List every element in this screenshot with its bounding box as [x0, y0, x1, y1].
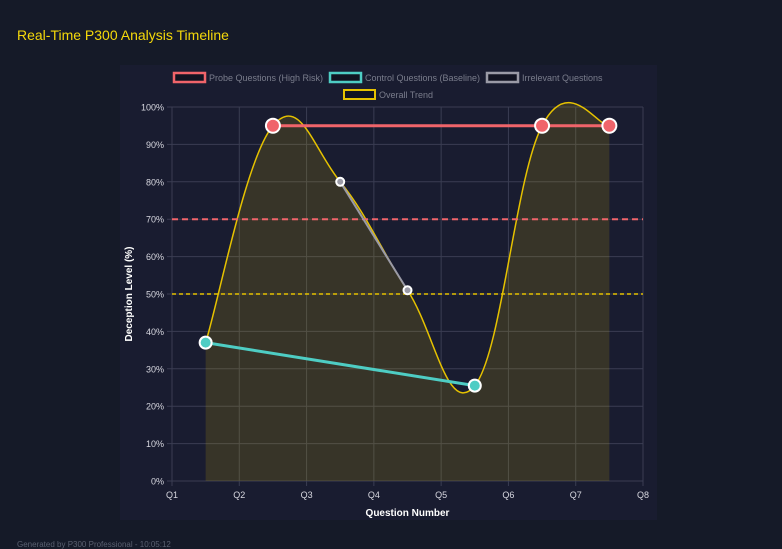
y-tick-label: 40%	[146, 327, 164, 337]
y-tick-label: 50%	[146, 290, 164, 300]
y-tick-label: 100%	[141, 103, 164, 113]
data-point	[402, 285, 413, 296]
x-tick-label: Q7	[570, 490, 582, 500]
x-axis-label: Question Number	[366, 508, 450, 519]
y-tick-label: 70%	[146, 215, 164, 225]
y-axis-label: Deception Level (%)	[124, 246, 135, 341]
y-tick-label: 0%	[151, 477, 164, 487]
legend-label: Probe Questions (High Risk)	[209, 73, 323, 83]
x-tick-label: Q8	[637, 490, 649, 500]
x-tick-label: Q4	[368, 490, 380, 500]
data-point	[534, 117, 551, 134]
legend-swatch	[343, 89, 376, 100]
legend-swatch	[172, 71, 207, 84]
y-tick-label: 20%	[146, 402, 164, 412]
legend-label: Overall Trend	[379, 90, 433, 100]
trend-line	[204, 101, 610, 394]
y-tick-label: 60%	[146, 252, 164, 262]
x-tick-label: Q2	[233, 490, 245, 500]
data-point	[467, 378, 482, 393]
data-point	[198, 335, 213, 350]
legend-label: Control Questions (Baseline)	[365, 73, 480, 83]
legend-swatch	[485, 71, 520, 84]
data-point	[601, 117, 618, 134]
data-point	[335, 176, 346, 187]
series-line-2	[339, 181, 409, 291]
y-tick-label: 30%	[146, 364, 164, 374]
y-tick-label: 90%	[146, 140, 164, 150]
legend-label: Irrelevant Questions	[522, 73, 603, 83]
page-title: Real-Time P300 Analysis Timeline	[17, 27, 229, 43]
data-point	[264, 117, 281, 134]
footer-text: Generated by P300 Professional - 10:05:1…	[17, 540, 171, 549]
x-tick-label: Q6	[502, 490, 514, 500]
x-tick-label: Q3	[301, 490, 313, 500]
x-tick-label: Q5	[435, 490, 447, 500]
y-tick-label: 10%	[146, 439, 164, 449]
legend-swatch	[328, 71, 363, 84]
series-line-1	[205, 341, 476, 388]
y-tick-label: 80%	[146, 177, 164, 187]
chart-card	[120, 65, 657, 520]
x-tick-label: Q1	[166, 490, 178, 500]
